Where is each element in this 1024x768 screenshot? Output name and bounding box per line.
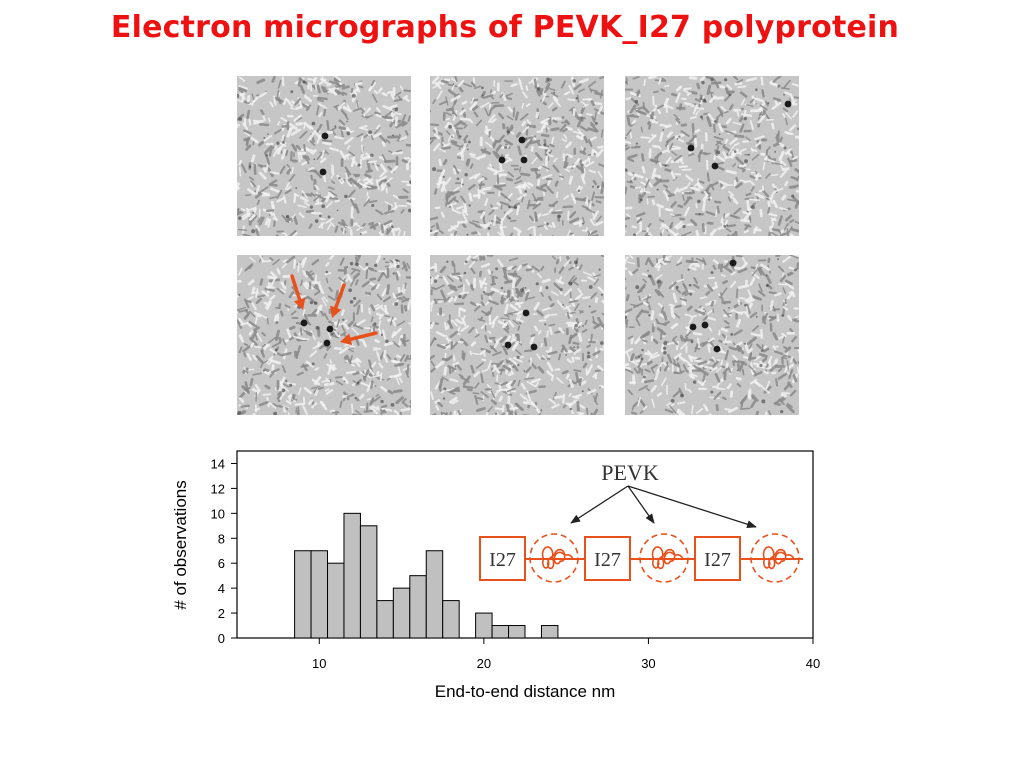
protein-particle (498, 156, 506, 164)
histogram-bar (359, 525, 378, 639)
protein-particle (530, 343, 538, 351)
construct-diagram: PEVK I27 I27 I27 (479, 460, 803, 583)
micrograph-bottom-middle (430, 255, 604, 415)
x-tick-label: 30 (641, 656, 655, 671)
protein-particle (504, 341, 512, 349)
histogram-bar (508, 625, 526, 639)
pevk-coil (750, 533, 800, 583)
protein-particle (319, 168, 327, 176)
histogram-bar (343, 512, 361, 639)
pevk-pointer-arrow (627, 485, 655, 524)
micrograph-bottom-right (625, 255, 799, 415)
protein-particle (689, 323, 697, 331)
y-tick-label: 0 (218, 631, 225, 646)
y-tick-label: 4 (218, 581, 225, 596)
y-tick-label: 8 (218, 531, 225, 546)
x-axis-label: End-to-end distance nm (435, 682, 616, 701)
histogram-bar (540, 625, 559, 639)
i27-domain-box (584, 536, 631, 581)
y-tick-label: 14 (211, 456, 225, 471)
x-tick-label: 10 (312, 656, 326, 671)
micrograph-bottom-left (237, 255, 411, 415)
y-tick-label: 12 (211, 481, 225, 496)
protein-particle (711, 162, 719, 170)
protein-particle (784, 100, 792, 108)
histogram-bar (442, 600, 460, 639)
protein-particle (713, 345, 721, 353)
protein-particle (300, 319, 308, 327)
protein-particle (321, 132, 329, 140)
histogram-bar (392, 587, 411, 639)
pevk-pointer-arrow (570, 485, 629, 524)
histogram-bar (294, 550, 312, 639)
histogram-bar (310, 550, 329, 639)
histogram-bar (491, 625, 510, 639)
micrograph-top-right (625, 76, 799, 236)
protein-particle (522, 309, 530, 317)
protein-particle (701, 321, 709, 329)
micrograph-top-left (237, 76, 411, 236)
histogram-bar (376, 600, 394, 639)
x-tick-label: 20 (477, 656, 491, 671)
micrograph-top-middle (430, 76, 604, 236)
pevk-coil (529, 533, 579, 583)
i27-domain-label: I27 (489, 549, 516, 571)
y-tick-label: 10 (211, 506, 225, 521)
pevk-coil (639, 533, 689, 583)
protein-particle (687, 144, 695, 152)
histogram-bar (425, 550, 444, 639)
x-tick-label: 40 (806, 656, 820, 671)
i27-domain-label: I27 (704, 549, 731, 571)
i27-domain-label: I27 (594, 549, 621, 571)
pevk-label: PEVK (601, 460, 659, 485)
protein-particle (518, 136, 526, 144)
pevk-pointer-arrow (627, 485, 757, 529)
protein-particle (520, 156, 528, 164)
y-tick-label: 2 (218, 606, 225, 621)
y-tick-label: 6 (218, 556, 225, 571)
slide-title: Electron micrographs of PEVK_I27 polypro… (110, 10, 900, 45)
histogram-bar (475, 612, 493, 639)
histogram-bar (409, 575, 427, 639)
y-axis-label: # of observations (171, 480, 190, 609)
protein-particle (729, 259, 737, 267)
protein-particle (323, 339, 331, 347)
i27-domain-box (479, 536, 526, 581)
protein-particle (326, 325, 334, 333)
i27-domain-box (694, 536, 741, 581)
histogram-bar (327, 562, 345, 639)
